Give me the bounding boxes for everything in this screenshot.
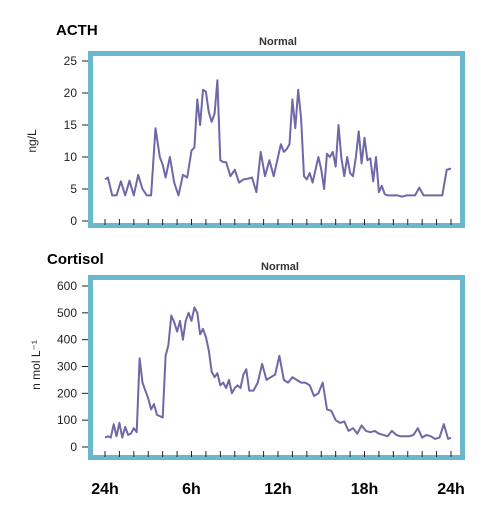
- acth-series-line: [104, 79, 452, 198]
- cortisol-y-tick-label: 600: [57, 279, 77, 293]
- acth-y-tick-label: 0: [70, 214, 77, 228]
- acth-y-tick-label: 10: [64, 150, 78, 164]
- acth-y-axis-label: ng/L: [25, 129, 39, 153]
- cortisol-label: Cortisol: [47, 251, 104, 268]
- acth-y-tick-label: 15: [64, 118, 78, 132]
- x-axis-hour-label: 24h: [437, 481, 465, 498]
- cortisol-x-ticks: [104, 451, 452, 457]
- acth-label: ACTH: [56, 22, 98, 39]
- acth-x-ticks: [104, 219, 452, 225]
- cortisol-y-tick-label: 0: [70, 440, 77, 454]
- x-axis-hour-label: 18h: [351, 481, 379, 498]
- cortisol-y-tick-label: 100: [57, 413, 77, 427]
- cortisol-series-line: [104, 306, 452, 440]
- acth-y-tick-label: 5: [70, 182, 77, 196]
- acth-chart: ACTH Normal ng/L 0 5 10 15 20 25: [25, 22, 465, 228]
- cortisol-y-ticks: 0 100 200 300 400 500 600: [57, 279, 88, 454]
- cortisol-y-tick-label: 300: [57, 360, 77, 374]
- x-axis-hour-label: 12h: [264, 481, 292, 498]
- cortisol-chart: Cortisol Normal n mol L⁻¹ 0 100 200 300 400 5…: [29, 251, 465, 460]
- acth-y-tick-label: 25: [64, 54, 78, 68]
- x-axis-hour-label: 24h: [91, 481, 119, 498]
- cortisol-panel-title: Normal: [261, 261, 299, 273]
- cortisol-y-tick-label: 400: [57, 333, 77, 347]
- x-axis-hour-label: 6h: [182, 481, 201, 498]
- cortisol-y-tick-label: 200: [57, 386, 77, 400]
- acth-plot-frame: [88, 51, 465, 228]
- acth-panel-title: Normal: [259, 36, 297, 48]
- cortisol-y-axis-label: n mol L⁻¹: [29, 340, 43, 390]
- acth-y-ticks: 0 5 10 15 20 25: [64, 54, 88, 228]
- acth-y-tick-label: 20: [64, 86, 78, 100]
- x-axis-hour-labels: 24h 6h 12h 18h 24h: [91, 481, 465, 498]
- cortisol-y-tick-label: 500: [57, 306, 77, 320]
